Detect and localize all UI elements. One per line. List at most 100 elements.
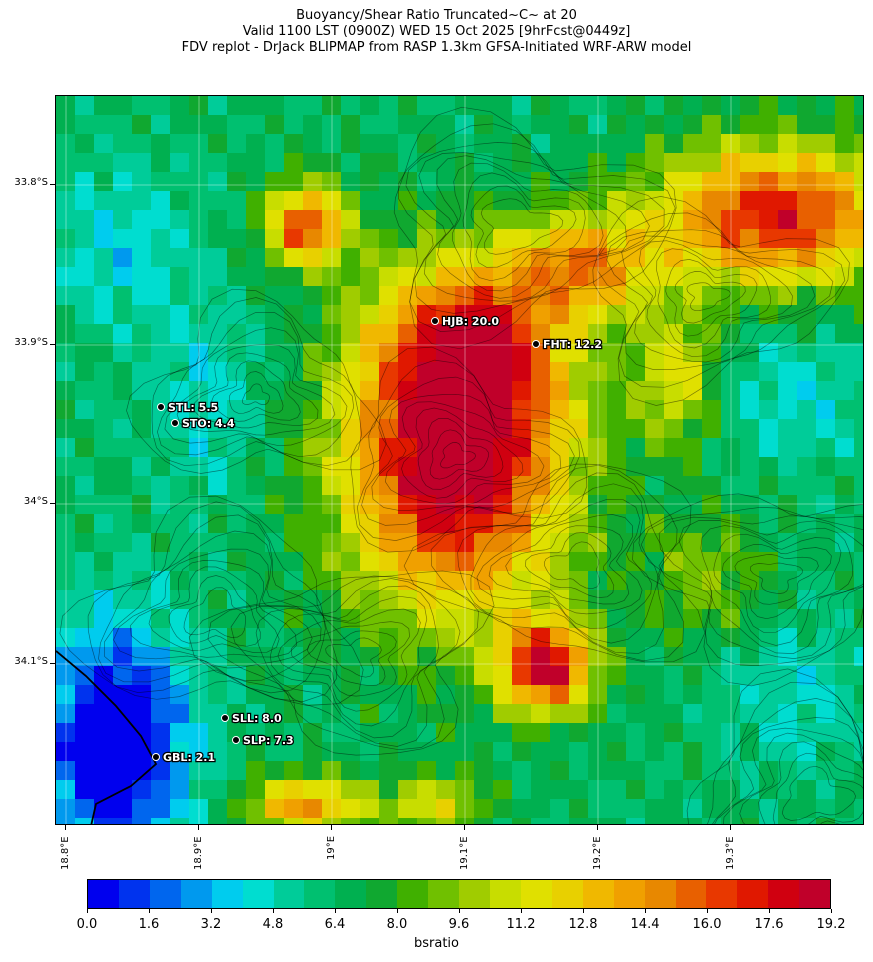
raster-cell — [113, 115, 133, 135]
raster-cell — [626, 552, 646, 572]
raster-cell — [379, 324, 399, 344]
raster-cell — [75, 324, 95, 344]
raster-cell — [512, 780, 532, 800]
raster-cell — [550, 723, 570, 743]
raster-cell — [816, 229, 836, 249]
raster-cell — [246, 115, 266, 135]
raster-cell — [341, 533, 361, 553]
station-marker-slp[interactable] — [232, 736, 240, 744]
raster-cell — [246, 761, 266, 781]
raster-cell — [607, 210, 627, 230]
raster-cell — [170, 761, 190, 781]
raster-cell — [132, 286, 152, 306]
lon-tick — [198, 825, 199, 830]
raster-cell — [94, 400, 114, 420]
raster-cell — [493, 723, 513, 743]
raster-cell — [474, 134, 494, 154]
station-label-sto: STO: 4.4 — [182, 417, 235, 430]
raster-cell — [493, 761, 513, 781]
station-marker-hjb[interactable] — [431, 317, 439, 325]
raster-cell — [170, 799, 190, 819]
raster-cell — [759, 324, 779, 344]
raster-cell — [778, 343, 798, 363]
raster-cell — [835, 248, 855, 268]
raster-cell — [569, 400, 589, 420]
raster-cell — [645, 419, 665, 439]
lon-tick — [730, 825, 731, 830]
raster-cell — [702, 723, 722, 743]
colorbar-tick-label: 17.6 — [754, 917, 784, 932]
raster-cell — [151, 172, 171, 192]
raster-cell — [778, 571, 798, 591]
raster-cell — [284, 248, 304, 268]
contour-line — [290, 621, 410, 697]
raster-cell — [246, 305, 266, 325]
raster-cell — [284, 305, 304, 325]
raster-cell — [94, 818, 114, 824]
station-marker-stl[interactable] — [157, 403, 165, 411]
raster-cell — [531, 704, 551, 724]
raster-cell — [664, 115, 684, 135]
raster-cell — [208, 818, 228, 824]
raster-cell — [797, 343, 817, 363]
raster-cell — [531, 761, 551, 781]
raster-cell — [303, 609, 323, 629]
raster-cell — [379, 134, 399, 154]
raster-cell — [75, 343, 95, 363]
raster-cell — [436, 780, 456, 800]
contour-line — [621, 235, 816, 363]
raster-cell — [645, 229, 665, 249]
raster-cell — [303, 457, 323, 477]
raster-cell — [664, 647, 684, 667]
raster-cell — [151, 267, 171, 287]
station-marker-sto[interactable] — [171, 419, 179, 427]
raster-cell — [607, 191, 627, 211]
raster-cell — [75, 647, 95, 667]
raster-cell — [683, 761, 703, 781]
raster-cell — [265, 704, 285, 724]
raster-cell — [816, 514, 836, 534]
raster-cell — [208, 96, 228, 116]
raster-cell — [151, 552, 171, 572]
raster-cell — [626, 362, 646, 382]
raster-cell — [379, 628, 399, 648]
raster-cell — [417, 514, 437, 534]
raster-cell — [151, 248, 171, 268]
raster-cell — [512, 381, 532, 401]
raster-cell — [303, 552, 323, 572]
colorbar-swatch — [118, 880, 150, 908]
raster-cell — [417, 210, 437, 230]
raster-cell — [797, 799, 817, 819]
raster-cell — [360, 457, 380, 477]
raster-cell — [227, 666, 247, 686]
raster-cell — [284, 191, 304, 211]
raster-cell — [664, 153, 684, 173]
raster-cell — [835, 533, 855, 553]
raster-cell — [607, 96, 627, 116]
raster-cell — [797, 400, 817, 420]
station-marker-gbl[interactable] — [152, 753, 160, 761]
lon-tick — [65, 825, 66, 830]
contour-line — [723, 727, 863, 824]
raster-cell — [227, 267, 247, 287]
station-marker-sll[interactable] — [221, 714, 229, 722]
raster-cell — [854, 704, 863, 724]
raster-cell — [835, 799, 855, 819]
raster-cell — [75, 191, 95, 211]
map-panel[interactable]: HJB: 20.0 FHT: 12.2 STL: 5.5 STO: 4.4 SLL: 8… — [55, 95, 864, 825]
raster-cell — [569, 438, 589, 458]
raster-cell — [626, 115, 646, 135]
raster-cell — [626, 704, 646, 724]
raster-cell — [360, 685, 380, 705]
raster-cell — [512, 191, 532, 211]
raster-cell — [208, 628, 228, 648]
raster-cell — [417, 628, 437, 648]
contour-line — [592, 196, 850, 406]
raster-cell — [151, 457, 171, 477]
raster-cell — [151, 476, 171, 496]
raster-cell — [417, 552, 437, 572]
raster-cell — [759, 476, 779, 496]
station-marker-fht[interactable] — [532, 340, 540, 348]
contour-line — [686, 668, 863, 824]
raster-cell — [94, 115, 114, 135]
